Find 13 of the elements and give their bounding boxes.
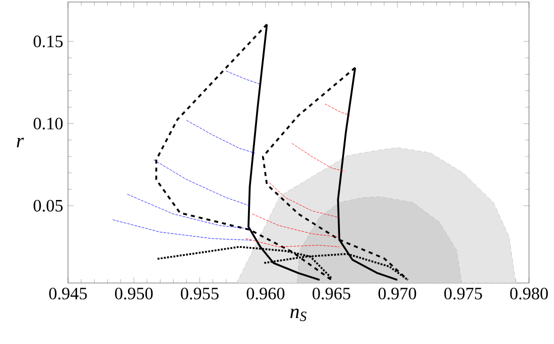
- y-tick-label: 0.05: [34, 200, 63, 212]
- y-axis-title: r: [16, 138, 24, 148]
- x-tick-label: 0.945: [49, 288, 87, 300]
- x-axis-title: n$_{S}$: [290, 308, 306, 322]
- x-tick-label: 0.950: [115, 288, 153, 300]
- x-tick-label: 0.975: [444, 288, 482, 300]
- x-tick-label: 0.970: [378, 288, 416, 300]
- x-tick-label: 0.965: [312, 288, 350, 300]
- x-tick-label: 0.960: [246, 288, 284, 300]
- y-tick-label: 0.15: [34, 36, 63, 48]
- x-tick-label: 0.955: [180, 288, 219, 300]
- x-tick-label: 0.980: [510, 288, 548, 300]
- y-tick-label: 0.10: [34, 118, 63, 130]
